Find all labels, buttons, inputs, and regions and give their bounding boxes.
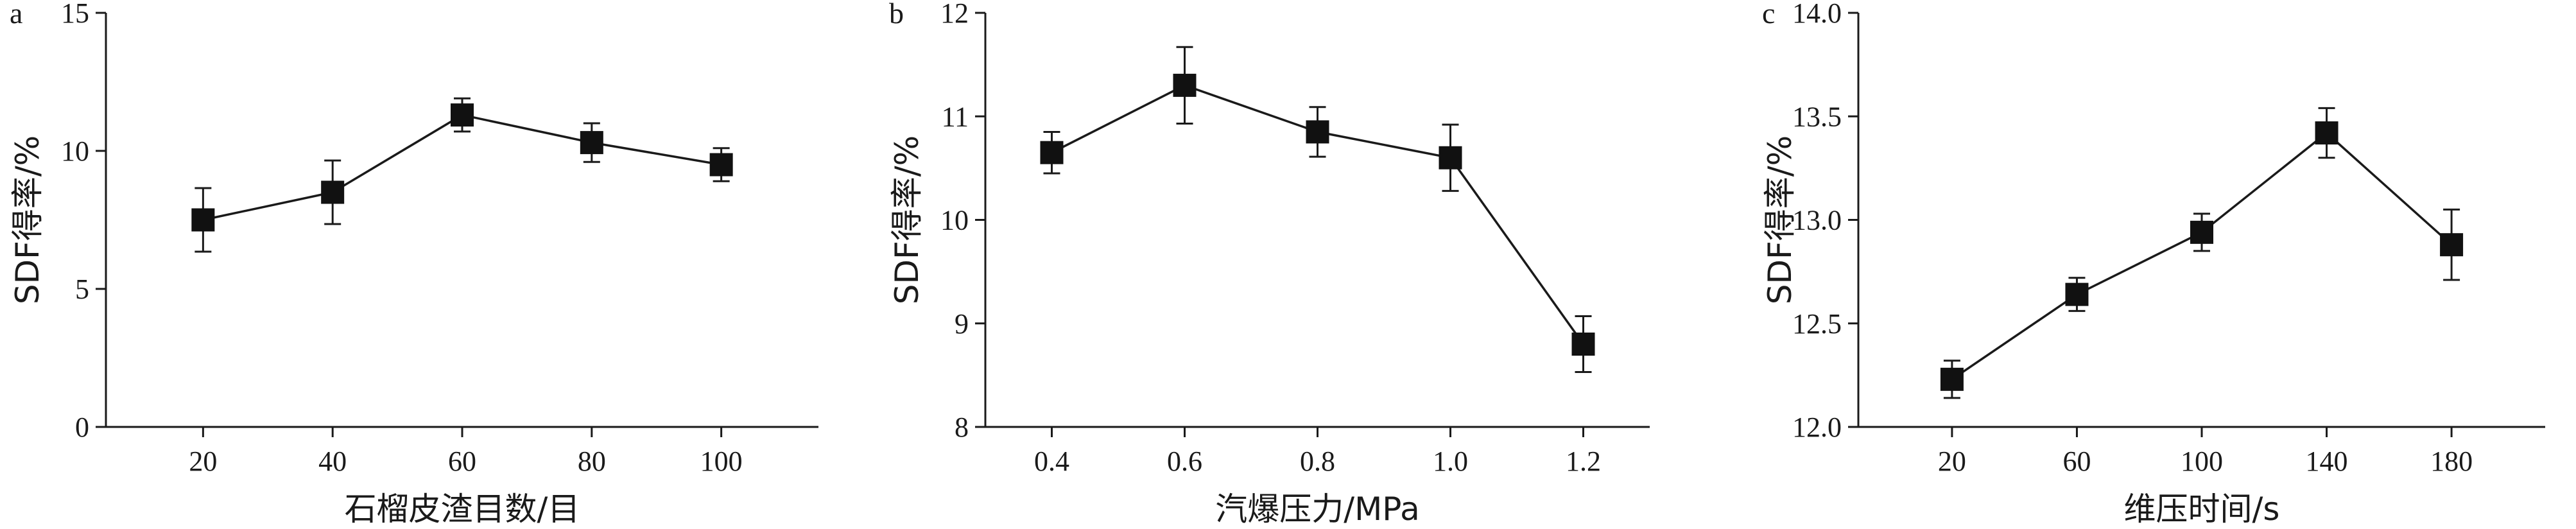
y-axis-title: SDF得率/% <box>1761 135 1799 304</box>
data-point-marker <box>2190 220 2213 244</box>
panel-label: b <box>889 0 904 30</box>
x-tick-label: 100 <box>2181 446 2223 477</box>
y-axis-title: SDF得率/% <box>9 135 46 304</box>
data-point-marker <box>1439 146 1462 169</box>
panel-label: c <box>1762 0 1775 30</box>
x-tick-label: 0.8 <box>1300 446 1335 477</box>
data-point-marker <box>451 103 474 127</box>
y-tick-label: 0 <box>75 412 89 443</box>
panel-label: a <box>10 0 22 30</box>
data-point-marker <box>1040 141 1064 164</box>
data-point-marker <box>709 153 733 177</box>
y-tick-label: 8 <box>955 412 969 443</box>
data-point-marker <box>580 131 603 155</box>
x-tick-label: 40 <box>318 446 347 477</box>
data-point-marker <box>1173 73 1197 97</box>
y-tick-label: 10 <box>61 135 89 167</box>
x-tick-label: 0.6 <box>1167 446 1202 477</box>
data-point-marker <box>2315 121 2338 145</box>
x-tick-label: 60 <box>448 446 476 477</box>
series-line <box>1951 131 2453 381</box>
data-point-marker <box>1940 367 1964 391</box>
data-point-marker <box>2440 233 2464 257</box>
x-axis-title: 石榴皮渣目数/目 <box>345 490 580 528</box>
x-tick-label: 20 <box>189 446 217 477</box>
data-point-marker <box>1306 120 1329 144</box>
y-tick-label: 5 <box>75 273 89 305</box>
data-point-marker <box>321 180 345 204</box>
y-tick-label: 9 <box>955 308 969 340</box>
x-axis-title: 汽爆压力/MPa <box>1215 490 1420 528</box>
data-point-marker <box>191 208 215 232</box>
x-tick-label: 100 <box>700 446 743 477</box>
x-tick-label: 1.2 <box>1566 446 1601 477</box>
y-tick-label: 12 <box>940 0 969 29</box>
x-tick-label: 60 <box>2062 446 2091 477</box>
x-tick-label: 0.4 <box>1034 446 1069 477</box>
data-point-marker <box>2065 282 2089 306</box>
y-tick-label: 13.5 <box>1792 101 1842 132</box>
y-tick-label: 11 <box>942 101 969 132</box>
data-point-marker <box>1571 333 1595 356</box>
y-tick-label: 15 <box>61 0 89 29</box>
chart-panel-a: 0 5 10 15 20 40 60 80 100 a 石榴皮渣目数/目 SDF得率/% <box>9 0 818 528</box>
y-tick-label: 13.0 <box>1792 205 1842 236</box>
x-tick-label: 140 <box>2306 446 2348 477</box>
x-tick-label: 180 <box>2430 446 2473 477</box>
chart-panel-c: 12.0 12.5 13.0 13.5 14.0 20 60 100 140 180 c 维压时间/s… <box>1761 0 2545 528</box>
x-tick-label: 20 <box>1938 446 1966 477</box>
x-tick-label: 80 <box>578 446 606 477</box>
y-tick-label: 12.0 <box>1792 412 1842 443</box>
x-tick-label: 1.0 <box>1433 446 1468 477</box>
y-axis-title: SDF得率/% <box>888 135 926 304</box>
y-tick-label: 12.5 <box>1792 308 1842 340</box>
y-tick-label: 10 <box>940 205 969 236</box>
x-axis-title: 维压时间/s <box>2124 490 2280 528</box>
chart-panel-b: 8 9 10 11 12 0.4 0.6 0.8 1.0 1.2 b 汽爆压力/MPa SDF得率/% <box>888 0 1650 528</box>
y-tick-label: 14.0 <box>1792 0 1842 29</box>
